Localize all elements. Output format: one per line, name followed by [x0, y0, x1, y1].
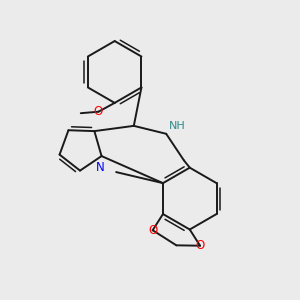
Text: N: N: [96, 161, 104, 174]
Text: O: O: [195, 239, 205, 252]
Text: O: O: [94, 105, 103, 118]
Text: NH: NH: [169, 122, 185, 131]
Text: O: O: [148, 224, 157, 237]
